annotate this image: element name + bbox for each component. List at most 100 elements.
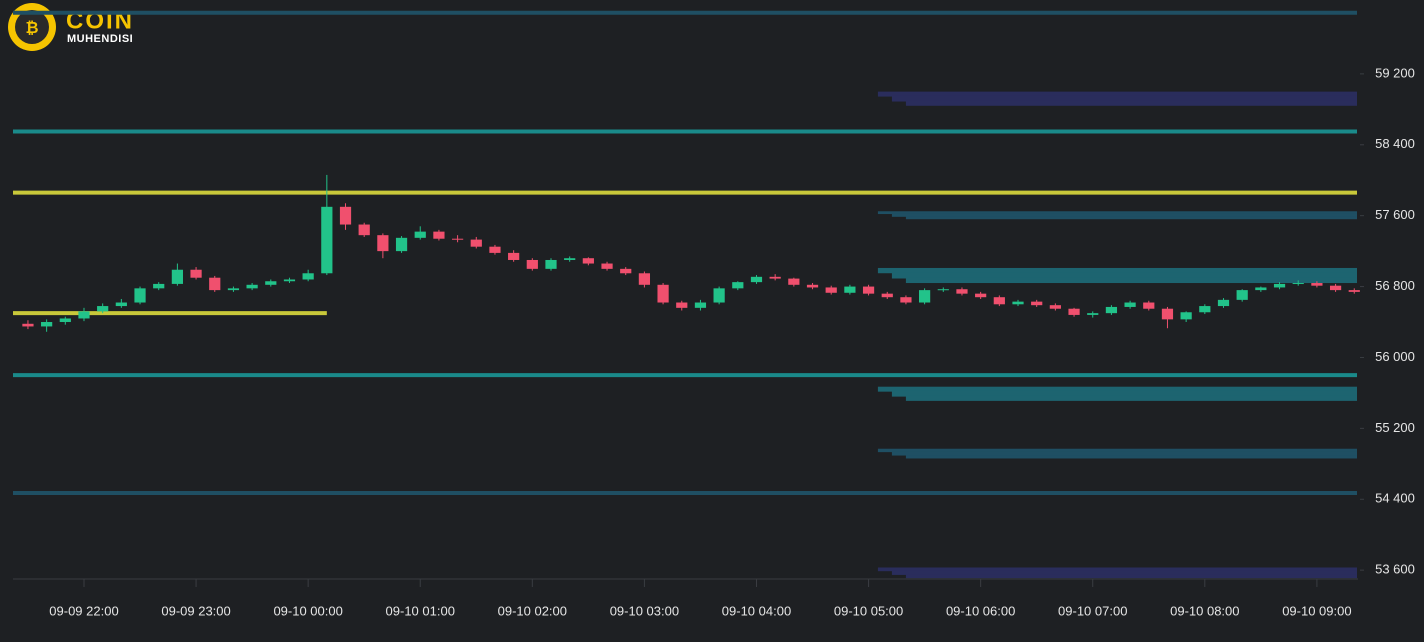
- candle-body: [1236, 290, 1248, 300]
- candle-body: [41, 322, 53, 327]
- candle-body: [844, 286, 856, 293]
- x-tick-label: 09-10 06:00: [946, 603, 1015, 618]
- candle-body: [900, 297, 912, 303]
- candle-body: [209, 277, 221, 291]
- zone-band: [905, 277, 1357, 284]
- candle-body: [1105, 306, 1118, 314]
- candle-body: [134, 288, 146, 303]
- zone-band: [891, 390, 1357, 397]
- zone-band: [877, 91, 1357, 97]
- candle-body: [283, 279, 296, 282]
- candle-body: [171, 269, 183, 284]
- candle-body: [825, 287, 837, 293]
- logo-mark: ₿: [25, 19, 38, 37]
- candle-body: [1161, 308, 1174, 320]
- candle-body: [1199, 306, 1211, 313]
- candle-body: [1124, 302, 1136, 307]
- zone-band: [905, 455, 1357, 459]
- candle-body: [489, 246, 501, 253]
- zone: [877, 267, 1357, 284]
- candle-body: [1031, 301, 1043, 306]
- logo-subtitle: MUHENDISI: [67, 33, 133, 45]
- x-tick-label: 09-09 23:00: [161, 603, 230, 618]
- x-tick-label: 09-09 22:00: [49, 603, 118, 618]
- zone-band: [877, 267, 1357, 274]
- candle-body: [246, 284, 258, 289]
- candle-body: [1143, 302, 1155, 309]
- candle-body: [414, 231, 426, 238]
- zone-band: [905, 574, 1357, 579]
- candle-body: [564, 258, 576, 260]
- candle-body: [638, 273, 651, 285]
- x-tick-label: 09-10 01:00: [386, 603, 455, 618]
- candle-body: [321, 206, 333, 274]
- candle-body: [1273, 283, 1286, 288]
- candle-body: [115, 302, 127, 307]
- candle-body: [1292, 283, 1304, 285]
- candle-body: [919, 290, 931, 303]
- candle-body: [732, 282, 744, 289]
- candle-body: [265, 281, 277, 285]
- candle-body: [1012, 301, 1024, 305]
- candle-body: [153, 283, 165, 289]
- candle-body: [377, 235, 389, 252]
- candle-body: [302, 273, 314, 280]
- zone-band: [905, 100, 1357, 106]
- candle-body: [395, 237, 408, 252]
- candle-body: [769, 276, 781, 279]
- candle-body: [1087, 313, 1099, 315]
- zone-band: [891, 570, 1357, 575]
- candle-body: [1329, 285, 1342, 291]
- zone-band: [891, 451, 1357, 456]
- x-tick-label: 09-10 05:00: [834, 603, 903, 618]
- y-tick-label: 58 400: [1375, 136, 1415, 151]
- candle-body: [508, 252, 520, 260]
- candle-body: [993, 297, 1005, 305]
- candle-body: [601, 263, 613, 269]
- candle-body: [78, 311, 90, 319]
- candle-body: [975, 293, 987, 298]
- zone-band: [891, 272, 1357, 279]
- x-tick-label: 09-10 04:00: [722, 603, 791, 618]
- candle-body: [1311, 283, 1323, 286]
- candle-body: [956, 289, 968, 294]
- candle-body: [620, 268, 632, 274]
- zone: [877, 448, 1357, 459]
- y-tick-label: 54 400: [1375, 491, 1415, 506]
- zone-band: [877, 211, 1357, 215]
- candle-body: [657, 284, 669, 303]
- candle-body: [190, 269, 202, 278]
- y-tick-label: 55 200: [1375, 420, 1415, 435]
- zone: [877, 91, 1357, 106]
- candle-body: [862, 286, 875, 294]
- zone-band: [877, 448, 1357, 453]
- y-tick-label: 56 000: [1375, 349, 1415, 364]
- x-tick-label: 09-10 08:00: [1170, 603, 1239, 618]
- candle-body: [881, 293, 893, 298]
- y-tick-label: 56 800: [1375, 278, 1415, 293]
- zone: [877, 567, 1357, 579]
- x-tick-label: 09-10 02:00: [498, 603, 567, 618]
- candle-body: [526, 259, 538, 269]
- candle-body: [59, 318, 71, 323]
- candle-body: [750, 276, 763, 283]
- candle-body: [713, 288, 725, 303]
- zone-band: [891, 213, 1357, 217]
- candle-body: [582, 258, 594, 264]
- candle-body: [227, 288, 240, 291]
- zone-band: [877, 567, 1357, 572]
- y-tick-label: 53 600: [1375, 562, 1415, 577]
- candle-body: [1348, 290, 1360, 292]
- candle-body: [937, 289, 949, 291]
- candle-body: [788, 278, 800, 285]
- candle-body: [1049, 305, 1061, 309]
- zone-band: [891, 95, 1357, 102]
- candle-body: [339, 206, 352, 225]
- x-tick-label: 09-10 09:00: [1282, 603, 1351, 618]
- zone: [877, 211, 1357, 220]
- y-tick-label: 59 200: [1375, 65, 1415, 80]
- candle-body: [358, 224, 370, 236]
- candle-body: [22, 323, 34, 327]
